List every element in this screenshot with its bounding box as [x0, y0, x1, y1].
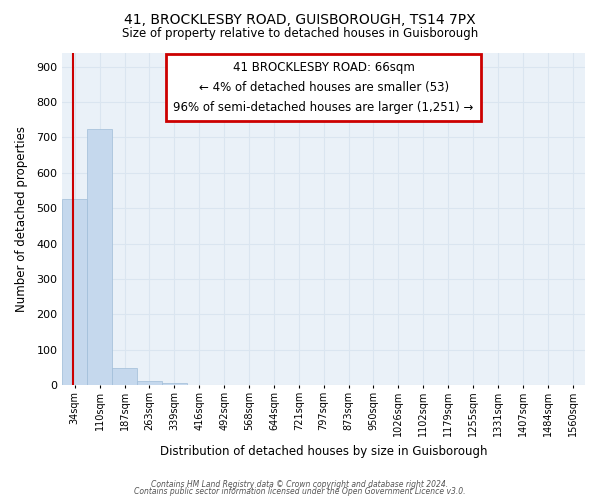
Y-axis label: Number of detached properties: Number of detached properties — [15, 126, 28, 312]
Bar — [162, 383, 187, 385]
X-axis label: Distribution of detached houses by size in Guisborough: Distribution of detached houses by size … — [160, 444, 487, 458]
Text: 41 BROCKLESBY ROAD: 66sqm
← 4% of detached houses are smaller (53)
96% of semi-d: 41 BROCKLESBY ROAD: 66sqm ← 4% of detach… — [173, 61, 474, 114]
Bar — [112, 368, 137, 385]
Text: Contains HM Land Registry data © Crown copyright and database right 2024.: Contains HM Land Registry data © Crown c… — [151, 480, 449, 489]
Text: Contains public sector information licensed under the Open Government Licence v3: Contains public sector information licen… — [134, 487, 466, 496]
Bar — [87, 128, 112, 385]
Text: 41, BROCKLESBY ROAD, GUISBOROUGH, TS14 7PX: 41, BROCKLESBY ROAD, GUISBOROUGH, TS14 7… — [124, 12, 476, 26]
Bar — [62, 200, 87, 385]
Text: Size of property relative to detached houses in Guisborough: Size of property relative to detached ho… — [122, 28, 478, 40]
Bar — [137, 382, 162, 385]
